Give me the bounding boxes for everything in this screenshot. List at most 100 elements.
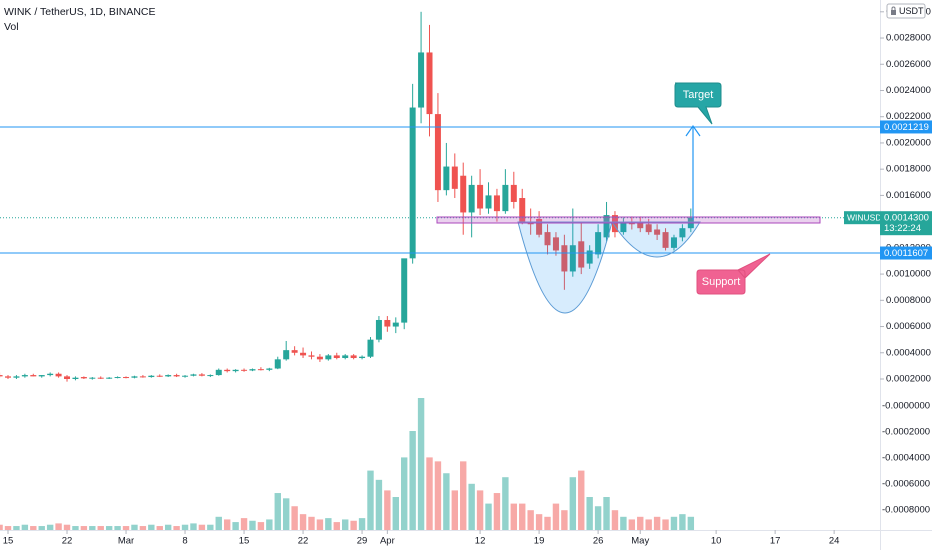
volume-bar (282, 498, 290, 530)
volume-bar (544, 516, 551, 530)
candle-body (409, 107, 416, 259)
candle-body (434, 114, 441, 191)
y-tick-label: 0.0016000 (886, 190, 931, 201)
volume-bar (148, 524, 155, 530)
volume-bar (519, 503, 526, 530)
volume-axis-label: -0.0000000 (882, 401, 930, 412)
currency-box[interactable] (886, 3, 926, 19)
volume-bar (493, 493, 501, 530)
volume-bar (468, 483, 475, 530)
x-tick-label: 17 (770, 536, 781, 547)
x-tick-label: 15 (3, 536, 14, 547)
volume-bar (510, 503, 518, 530)
candle-body (55, 373, 62, 377)
y-tick-label: 0.0002000 (886, 374, 931, 385)
candle-body (325, 355, 332, 360)
x-tick-label: 12 (475, 536, 486, 547)
volume-bar (308, 516, 315, 530)
volume-bar (316, 519, 324, 530)
target-callout (674, 82, 722, 125)
x-tick-label: May (631, 536, 649, 547)
candle-body (620, 221, 627, 233)
y-tick-label: 0.0008000 (886, 295, 931, 306)
candle-body (165, 375, 172, 377)
volume-bar (561, 510, 568, 530)
candle-body (89, 377, 96, 379)
candle-body (316, 356, 323, 360)
volume-bar (586, 497, 593, 530)
volume-bar (628, 519, 636, 530)
volume-bar (223, 519, 231, 530)
volume-bar (80, 526, 88, 530)
candle-body (131, 376, 138, 378)
volume-bar (375, 479, 383, 530)
candle-body (611, 215, 618, 233)
candle-body (645, 224, 652, 233)
volume-bar (198, 524, 206, 530)
x-tick-label: 24 (829, 536, 840, 547)
candle-body (384, 319, 391, 327)
lock-shackle (891, 6, 896, 10)
volume-bar (637, 516, 644, 530)
candle-body (198, 374, 205, 376)
candle-body (241, 369, 248, 371)
volume-bar (552, 503, 560, 530)
candle-body (21, 375, 28, 377)
volume-bar (451, 490, 458, 530)
candle-body (519, 198, 526, 222)
volume-bar (38, 526, 45, 530)
volume-bar (97, 526, 104, 530)
volume-bar (350, 520, 357, 530)
volume-bar (527, 510, 534, 530)
volume-bar (578, 470, 585, 530)
y-tick-label: 0.0020000 (886, 137, 931, 148)
candle-body (266, 368, 273, 370)
volume-bar (190, 523, 197, 530)
volume-bar (417, 398, 425, 530)
line-price-label: 0.0011607 (884, 248, 928, 259)
volume-bar (156, 526, 163, 530)
candle-body (30, 375, 37, 377)
candle-body (308, 355, 315, 357)
volume-bar (358, 518, 366, 530)
volume-bar (333, 522, 340, 530)
axis-layer: 0.0002000 0.0004000 0.0006000 0.0008000 0.00… (3, 6, 932, 547)
candle-body (257, 369, 264, 371)
cup-shape (517, 221, 613, 314)
x-tick-label: 29 (357, 536, 368, 547)
volume-bar (249, 520, 256, 530)
volume-bar (426, 457, 433, 530)
candle-body (207, 375, 214, 377)
candle-body (38, 375, 45, 377)
volume-axis-label: -0.0008000 (882, 505, 930, 516)
y-tick-label: 0.0010000 (886, 269, 931, 280)
candle-body (392, 322, 399, 327)
volume-bar (72, 526, 79, 530)
candle-body (460, 175, 467, 213)
last-price-label: 0.0014300 (884, 213, 929, 224)
volume-bar (662, 519, 669, 530)
volume-bar (266, 519, 273, 530)
y-tick-label: 0.0006000 (886, 321, 931, 332)
volume-bar (207, 524, 214, 530)
volume-bar (409, 431, 416, 530)
candle-body (190, 374, 197, 376)
candle-body (47, 373, 54, 376)
candle-body (477, 184, 484, 209)
y-tick-label: 0.0024000 (886, 85, 931, 96)
candle-body (5, 376, 12, 378)
y-tick-label: 0.0028000 (886, 33, 931, 44)
volume-layer (0, 398, 695, 530)
volume-bar (443, 473, 450, 530)
x-tick-label: 19 (534, 536, 545, 547)
volume-bar (434, 461, 442, 530)
support-callout (696, 253, 771, 295)
volume-axis-label: -0.0002000 (882, 427, 930, 438)
volume-title: Vol (4, 21, 19, 33)
candle-body (139, 376, 146, 378)
candle-body (123, 377, 130, 379)
candle-body (569, 245, 576, 272)
candle-body (670, 237, 677, 248)
y-tick-label: 0.0018000 (886, 164, 931, 175)
volume-bar (46, 524, 54, 530)
